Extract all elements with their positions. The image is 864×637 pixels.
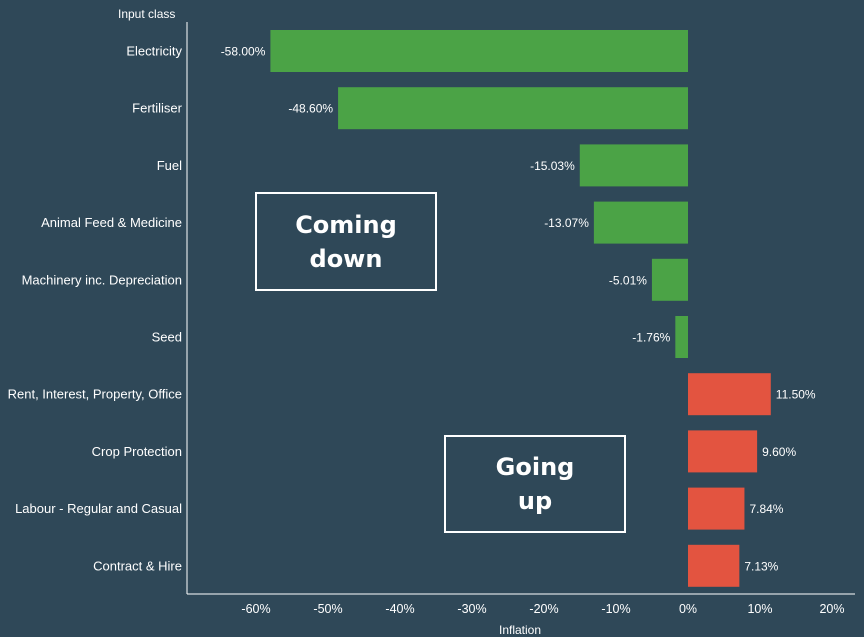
category-label: Electricity <box>126 44 182 59</box>
coming-down-callout: Coming down <box>255 192 437 291</box>
data-label: -13.07% <box>544 216 589 230</box>
bar <box>593 201 688 244</box>
data-label: -5.01% <box>609 273 647 287</box>
data-label: 11.50% <box>776 388 816 402</box>
bar <box>270 30 688 72</box>
x-tick-label: -60% <box>241 602 270 616</box>
x-tick-label: 0% <box>679 602 697 616</box>
bar <box>338 87 688 130</box>
category-label: Crop Protection <box>92 444 182 459</box>
category-label: Seed <box>152 330 182 345</box>
x-tick-label: -50% <box>313 602 342 616</box>
data-label: 9.60% <box>762 445 796 459</box>
bar <box>675 316 688 358</box>
data-label: -15.03% <box>530 159 575 173</box>
bar <box>579 144 688 187</box>
data-label: -1.76% <box>632 331 670 345</box>
category-label: Machinery inc. Depreciation <box>22 272 182 287</box>
coming-down-text: Coming down <box>295 210 397 273</box>
category-label: Fuel <box>157 158 182 173</box>
category-label: Animal Feed & Medicine <box>41 215 182 230</box>
data-label: 7.13% <box>744 559 778 573</box>
x-tick-label: 10% <box>747 602 772 616</box>
going-up-callout: Going up <box>444 435 626 533</box>
data-label: -58.00% <box>221 45 266 59</box>
bar <box>651 258 688 301</box>
x-ticks-group: -60% -50% -40% -30% -20% -10% 0% 10% 20% <box>241 602 844 616</box>
bar <box>688 373 771 416</box>
x-tick-label: -30% <box>457 602 486 616</box>
y-axis-title: Input class <box>118 7 175 21</box>
data-labels-group: -58.00% -48.60% -15.03% -13.07% -5.01% -1.76%… <box>221 45 816 574</box>
bar <box>688 544 740 587</box>
bar <box>688 487 745 530</box>
category-label: Rent, Interest, Property, Office <box>8 387 182 402</box>
bars-group <box>270 30 771 587</box>
data-label: 7.84% <box>749 502 783 516</box>
x-tick-label: 20% <box>819 602 844 616</box>
x-tick-label: -10% <box>601 602 630 616</box>
going-up-text: Going up <box>495 453 575 515</box>
bar <box>688 430 758 473</box>
x-axis-title: Inflation <box>499 623 541 637</box>
category-label: Contract & Hire <box>93 558 182 573</box>
data-label: -48.60% <box>288 102 333 116</box>
x-tick-label: -20% <box>529 602 558 616</box>
category-label: Fertiliser <box>132 101 183 116</box>
category-label: Labour - Regular and Casual <box>15 501 182 516</box>
x-tick-label: -40% <box>385 602 414 616</box>
category-labels-group: Electricity Fertiliser Fuel Animal Feed & M… <box>8 44 183 574</box>
